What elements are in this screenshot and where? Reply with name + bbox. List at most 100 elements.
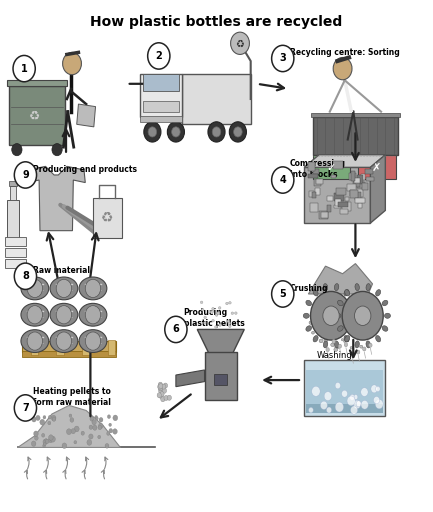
FancyBboxPatch shape <box>316 179 323 184</box>
FancyBboxPatch shape <box>313 117 398 155</box>
Ellipse shape <box>323 326 325 328</box>
Circle shape <box>62 443 67 449</box>
FancyBboxPatch shape <box>349 173 356 180</box>
FancyBboxPatch shape <box>312 192 316 199</box>
Ellipse shape <box>352 316 354 318</box>
Circle shape <box>43 416 46 419</box>
FancyBboxPatch shape <box>5 248 26 257</box>
Ellipse shape <box>385 313 391 318</box>
FancyBboxPatch shape <box>7 80 67 87</box>
FancyBboxPatch shape <box>7 200 19 238</box>
FancyBboxPatch shape <box>143 74 179 92</box>
Circle shape <box>148 127 157 137</box>
Ellipse shape <box>306 326 312 331</box>
FancyBboxPatch shape <box>326 197 333 201</box>
Text: Washing: Washing <box>317 351 353 360</box>
Ellipse shape <box>319 339 323 343</box>
Circle shape <box>159 393 163 398</box>
Text: 6: 6 <box>172 325 179 334</box>
Circle shape <box>107 432 110 435</box>
Circle shape <box>326 348 330 352</box>
Circle shape <box>309 408 313 413</box>
Circle shape <box>374 396 380 404</box>
Text: 9: 9 <box>22 170 29 180</box>
Ellipse shape <box>50 303 78 326</box>
Circle shape <box>335 402 343 412</box>
Circle shape <box>323 306 339 326</box>
Circle shape <box>50 436 55 442</box>
Ellipse shape <box>334 284 339 291</box>
FancyBboxPatch shape <box>321 212 328 218</box>
Ellipse shape <box>323 341 328 348</box>
Circle shape <box>31 441 36 446</box>
Ellipse shape <box>326 334 330 336</box>
Circle shape <box>271 167 294 193</box>
Circle shape <box>89 434 93 439</box>
Circle shape <box>160 392 164 397</box>
Circle shape <box>56 280 71 297</box>
FancyBboxPatch shape <box>336 199 341 206</box>
Ellipse shape <box>235 312 237 314</box>
Circle shape <box>326 407 332 413</box>
Ellipse shape <box>344 320 346 322</box>
Circle shape <box>48 415 52 419</box>
FancyBboxPatch shape <box>9 181 17 186</box>
Circle shape <box>43 444 45 447</box>
FancyBboxPatch shape <box>338 202 348 206</box>
Circle shape <box>158 382 162 387</box>
Ellipse shape <box>231 312 234 314</box>
Polygon shape <box>77 104 96 127</box>
FancyBboxPatch shape <box>306 404 383 413</box>
FancyBboxPatch shape <box>362 183 368 190</box>
FancyBboxPatch shape <box>347 184 355 191</box>
Circle shape <box>113 415 118 421</box>
Circle shape <box>89 425 93 430</box>
Circle shape <box>48 421 51 425</box>
Ellipse shape <box>366 284 370 291</box>
FancyBboxPatch shape <box>365 168 373 174</box>
Text: How plastic bottles are recycled: How plastic bottles are recycled <box>90 15 343 29</box>
Text: 8: 8 <box>22 271 29 281</box>
Circle shape <box>158 383 163 389</box>
Ellipse shape <box>229 325 231 328</box>
FancyBboxPatch shape <box>22 341 116 352</box>
Ellipse shape <box>331 343 335 347</box>
FancyBboxPatch shape <box>10 186 16 200</box>
FancyBboxPatch shape <box>5 237 26 246</box>
Circle shape <box>161 386 165 391</box>
Text: ♻: ♻ <box>101 211 113 225</box>
Ellipse shape <box>21 330 49 352</box>
Circle shape <box>351 406 358 414</box>
Ellipse shape <box>337 326 343 331</box>
Text: ✗: ✗ <box>372 163 381 173</box>
Circle shape <box>324 392 332 400</box>
Polygon shape <box>18 406 120 447</box>
Circle shape <box>99 423 103 429</box>
Circle shape <box>162 388 167 393</box>
Ellipse shape <box>372 328 375 330</box>
Circle shape <box>144 122 161 142</box>
Circle shape <box>99 417 103 422</box>
Text: ♻: ♻ <box>236 38 244 48</box>
Circle shape <box>233 127 242 137</box>
Circle shape <box>310 291 352 340</box>
Ellipse shape <box>360 345 363 348</box>
Circle shape <box>349 394 355 400</box>
Circle shape <box>45 439 48 442</box>
Ellipse shape <box>382 300 388 306</box>
Ellipse shape <box>344 290 349 296</box>
Polygon shape <box>197 329 244 353</box>
Ellipse shape <box>306 300 312 306</box>
FancyBboxPatch shape <box>361 174 365 180</box>
Circle shape <box>98 435 101 439</box>
Circle shape <box>96 417 98 420</box>
FancyBboxPatch shape <box>353 189 363 197</box>
Ellipse shape <box>376 335 381 342</box>
Ellipse shape <box>345 335 350 342</box>
Circle shape <box>271 281 294 307</box>
Circle shape <box>27 280 42 297</box>
Ellipse shape <box>335 316 338 319</box>
Ellipse shape <box>376 290 381 296</box>
Ellipse shape <box>50 330 78 352</box>
Circle shape <box>32 417 36 422</box>
